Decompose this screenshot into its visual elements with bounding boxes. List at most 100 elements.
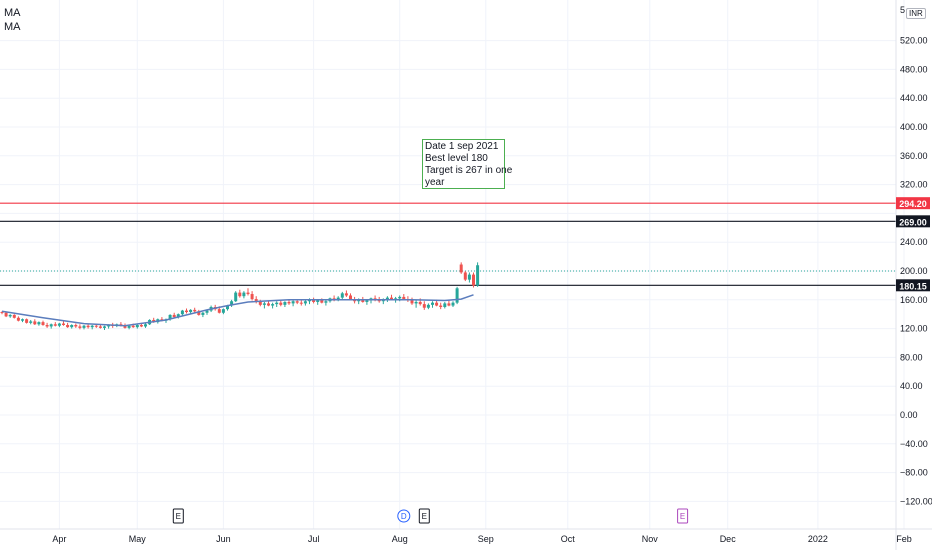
candle-body [226, 305, 229, 310]
candle-body [98, 326, 102, 328]
candle-body [361, 299, 365, 302]
price-tick-label: 320.00 [900, 180, 928, 190]
legend-ma-1[interactable]: MA [4, 7, 21, 19]
candle-body [443, 303, 447, 307]
candle-body [176, 314, 180, 318]
candle-body [258, 301, 262, 305]
candle-body [451, 302, 455, 306]
candle-body [62, 323, 65, 325]
price-label: 180.15 [899, 281, 927, 291]
candle-body [21, 319, 24, 321]
grid [0, 0, 905, 529]
candle-body [41, 322, 45, 325]
price-tick-label: 520.00 [900, 36, 928, 46]
candle-body [316, 300, 320, 302]
price-label-bg [896, 197, 930, 210]
candles [0, 262, 480, 331]
time-tick-label: Apr [52, 534, 66, 544]
candle-body [193, 309, 197, 312]
time-tick-label: May [129, 534, 147, 544]
time-tick-label: Dec [720, 534, 737, 544]
dividend-marker [397, 509, 411, 523]
event-marker-label: E [422, 512, 427, 521]
candle-body [418, 301, 422, 305]
earnings-marker [418, 508, 430, 524]
event-marker-label: E [176, 512, 181, 521]
candle-body [25, 319, 29, 323]
candle-body [303, 301, 307, 304]
candle-body [139, 325, 143, 327]
price-tick-label: −120.00 [900, 496, 932, 506]
candle-body [299, 302, 303, 304]
candle-body [131, 325, 135, 328]
candle-body [230, 301, 234, 306]
candle-body [242, 292, 246, 297]
candle-body [66, 325, 70, 328]
candle-body [439, 305, 443, 307]
time-tick-label: 2022 [808, 534, 828, 544]
price-tick-label: 0.00 [900, 410, 918, 420]
candle-body [234, 292, 238, 302]
candle-body [402, 296, 406, 300]
price-tick-label: 160.00 [900, 295, 928, 305]
annotation-line: Date 1 sep 2021 [425, 141, 499, 152]
candle-body [33, 321, 37, 325]
horizontal-lines [0, 202, 896, 286]
candle-body [340, 293, 344, 298]
candle-body [283, 301, 287, 305]
candle-body [279, 302, 283, 305]
candle-body [90, 325, 94, 328]
price-label: 294.20 [899, 199, 927, 209]
candle-body [201, 312, 205, 315]
candle-body [238, 292, 242, 297]
price-tick-label: 360.00 [900, 151, 928, 161]
candle-body [94, 325, 98, 327]
annotation-line: Target is 267 in one [425, 165, 513, 176]
candle-body [127, 325, 131, 328]
candle-body [144, 324, 147, 327]
candle-body [0, 312, 4, 314]
candle-body [254, 299, 258, 302]
candle-body [86, 325, 90, 328]
candle-body [336, 297, 340, 300]
candle-body [103, 326, 106, 328]
candle-body [172, 314, 176, 318]
candle-body [291, 301, 295, 304]
candle-body [4, 312, 8, 317]
candle-body [467, 274, 471, 280]
price-tick-label: 240.00 [900, 237, 928, 247]
annotation-line: Best level 180 [425, 153, 488, 164]
candle-body [365, 300, 369, 302]
candle-body [29, 321, 33, 323]
candle-body [459, 264, 463, 273]
candle-body [180, 310, 184, 315]
price-tick-label: 480.00 [900, 64, 928, 74]
candle-body [45, 325, 49, 327]
currency-badge[interactable]: INR [906, 8, 926, 19]
candle-body [287, 301, 291, 304]
candle-body [250, 294, 254, 300]
price-tick-label: 120.00 [900, 324, 928, 334]
candle-body [185, 310, 188, 313]
price-tick-label: −80.00 [900, 468, 928, 478]
candle-body [78, 326, 82, 328]
candle-body [57, 323, 61, 326]
candle-body [410, 300, 414, 304]
candle-body [189, 309, 193, 313]
price-tick-label: 40.00 [900, 381, 923, 391]
price-tick-label: 5 [900, 5, 905, 15]
price-label-bg [896, 215, 930, 228]
candle-body [447, 303, 451, 306]
annotation-note[interactable]: Date 1 sep 2021 Best level 180 Target is… [422, 139, 513, 189]
legend-ma-2[interactable]: MA [4, 21, 21, 33]
candle-body [12, 314, 16, 318]
candle-body [217, 309, 221, 313]
moving-average-line [1, 294, 474, 327]
candle-body [8, 314, 12, 317]
annotation-line: year [425, 177, 445, 188]
candle-body [135, 325, 139, 328]
candle-body [37, 322, 41, 325]
